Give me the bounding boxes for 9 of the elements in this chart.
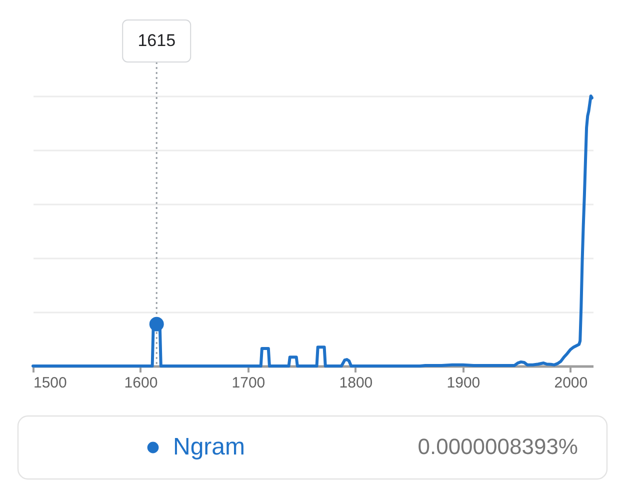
legend-label: Ngram [173, 434, 246, 460]
x-tick-label: 1900 [446, 374, 480, 392]
x-tick-label: 1800 [339, 374, 373, 392]
x-tick-label: 2000 [554, 374, 588, 392]
ref-line-label: 1615 [138, 31, 176, 50]
text: 0.0000008393% [418, 434, 578, 459]
x-tick-label: 1700 [232, 374, 266, 392]
x-tick-label: 1600 [124, 374, 158, 392]
x-tick-label: 1500 [34, 374, 67, 392]
